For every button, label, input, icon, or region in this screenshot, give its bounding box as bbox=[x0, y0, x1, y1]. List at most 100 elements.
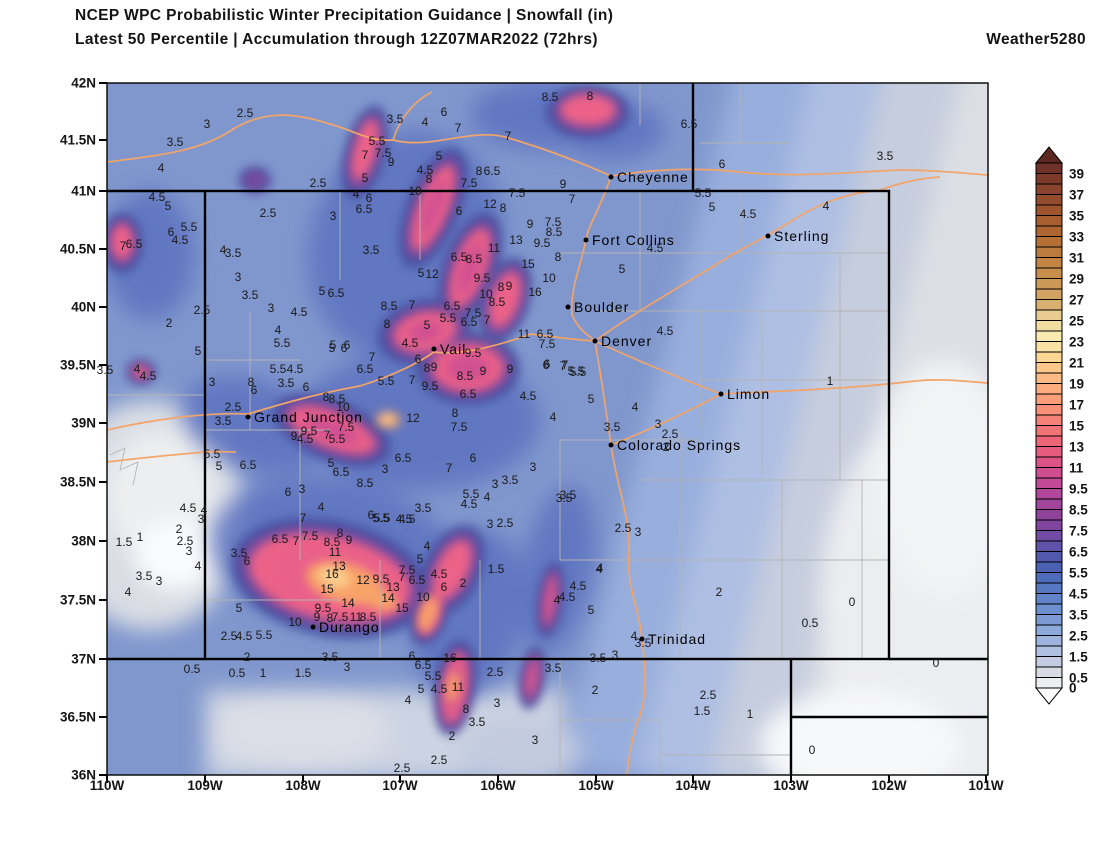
value-label: 3 bbox=[155, 574, 163, 588]
y-tick-mark bbox=[99, 82, 107, 84]
value-label: 7 bbox=[299, 511, 307, 525]
colorbar-cell bbox=[1035, 572, 1063, 584]
city-label: Colorado Springs bbox=[617, 437, 742, 453]
value-label: 4.5 bbox=[171, 233, 189, 247]
value-label: 4.5 bbox=[416, 163, 434, 177]
value-label: 4.5 bbox=[519, 389, 537, 403]
value-label: 7 bbox=[559, 359, 567, 373]
value-label: 9.5 bbox=[314, 601, 332, 615]
value-label: 7 bbox=[292, 534, 300, 548]
colorbar-cell bbox=[1035, 446, 1063, 458]
value-label: 15 bbox=[320, 582, 334, 596]
y-tick-label: 36.5N bbox=[59, 709, 96, 725]
colorbar-cell bbox=[1035, 236, 1063, 248]
value-label: 4 bbox=[423, 539, 431, 553]
value-label: 3.5 bbox=[224, 246, 242, 260]
value-label: 8 bbox=[423, 361, 431, 375]
value-label: 8 bbox=[326, 611, 334, 625]
colorbar-cell bbox=[1035, 162, 1063, 174]
value-label: 9 bbox=[387, 155, 395, 169]
value-label: 6.5 bbox=[332, 465, 350, 479]
value-label: 5.5 bbox=[373, 511, 391, 525]
value-label: 8 bbox=[475, 164, 483, 178]
value-label: 5.5 bbox=[567, 364, 585, 378]
value-label: 6 bbox=[343, 338, 351, 352]
value-label: 6 bbox=[302, 380, 310, 394]
city-marker bbox=[608, 442, 614, 448]
value-label: 14 bbox=[381, 591, 395, 605]
value-label: 6 bbox=[243, 554, 251, 568]
value-label: 1.5 bbox=[487, 562, 505, 576]
value-label: 2.5 bbox=[176, 534, 194, 548]
value-label: 4 bbox=[421, 115, 429, 129]
value-label: 6 bbox=[414, 352, 422, 366]
value-label: 7.5 bbox=[337, 420, 355, 434]
value-label: 4 bbox=[200, 503, 208, 517]
value-label: 7 bbox=[504, 129, 512, 143]
value-label: 5.5 bbox=[439, 311, 457, 325]
city-label: Trinidad bbox=[648, 631, 707, 647]
city-marker bbox=[310, 624, 316, 630]
value-label: 6.5 bbox=[680, 117, 698, 131]
colorbar-tick-label: 5.5 bbox=[1069, 565, 1088, 580]
colorbar-cell bbox=[1035, 635, 1063, 647]
city-marker bbox=[765, 233, 771, 239]
value-label: 12 bbox=[356, 573, 370, 587]
value-label: 6 bbox=[367, 508, 375, 522]
y-tick-label: 40.5N bbox=[59, 241, 96, 257]
value-label: 4.5 bbox=[286, 362, 304, 376]
value-label: 5 bbox=[435, 149, 443, 163]
value-label: 3.5 bbox=[414, 501, 432, 515]
colorbar-cell bbox=[1035, 509, 1063, 521]
value-label: 7.5 bbox=[374, 146, 392, 160]
x-tick-label: 110W bbox=[89, 778, 125, 793]
value-label: 9 bbox=[290, 429, 298, 443]
colorbar-tick-label: 8.5 bbox=[1069, 502, 1088, 517]
value-label: 7.5 bbox=[460, 176, 478, 190]
value-label: 7 bbox=[561, 358, 569, 372]
value-label: 3.5 bbox=[603, 420, 621, 434]
value-label: 3.5 bbox=[386, 112, 404, 126]
colorbar-tick-label: 2.5 bbox=[1069, 628, 1088, 643]
value-label: 8 bbox=[322, 390, 330, 404]
x-tick-mark bbox=[595, 775, 597, 783]
value-label: 4.5 bbox=[290, 305, 308, 319]
y-tick-mark bbox=[99, 139, 107, 141]
value-label: 8.5 bbox=[328, 392, 346, 406]
value-label: 6.5 bbox=[356, 362, 374, 376]
value-label: 15 bbox=[395, 601, 409, 615]
value-label: 2.5 bbox=[236, 106, 254, 120]
value-label: 3 bbox=[486, 517, 494, 531]
value-label: 1 bbox=[746, 707, 754, 721]
colorbar-cell bbox=[1035, 362, 1063, 374]
x-tick-mark bbox=[302, 775, 304, 783]
y-tick-label: 41N bbox=[71, 183, 96, 199]
y-tick-label: 38.5N bbox=[59, 474, 96, 490]
value-label: 4.5 bbox=[656, 324, 674, 338]
x-tick-mark bbox=[985, 775, 987, 783]
value-label: 3.5 bbox=[589, 651, 607, 665]
value-label: 3.5 bbox=[634, 636, 652, 650]
value-label: 9.5 bbox=[464, 346, 482, 360]
value-label: 2 bbox=[165, 316, 173, 330]
value-label: 11 bbox=[451, 680, 465, 694]
value-label: 3 bbox=[634, 525, 642, 539]
value-label: 2.5 bbox=[699, 688, 717, 702]
value-label: 7 bbox=[361, 148, 369, 162]
value-label: 13 bbox=[332, 559, 346, 573]
colorbar-tick-label: 35 bbox=[1069, 208, 1085, 223]
value-label: 16 bbox=[325, 567, 339, 581]
value-label: 6 bbox=[250, 383, 258, 397]
value-label: 6 bbox=[455, 204, 463, 218]
value-label: 6.5 bbox=[414, 658, 432, 672]
value-label: 9 bbox=[506, 362, 514, 376]
value-label: 6.5 bbox=[125, 237, 143, 251]
colorbar-cell bbox=[1035, 267, 1063, 279]
value-label: 3.5 bbox=[468, 715, 486, 729]
y-tick-mark bbox=[99, 248, 107, 250]
county-borders bbox=[107, 83, 889, 775]
x-tick-mark bbox=[204, 775, 206, 783]
colorbar-tick-label: 1.5 bbox=[1069, 649, 1088, 664]
city-label: Cheyenne bbox=[617, 169, 689, 185]
